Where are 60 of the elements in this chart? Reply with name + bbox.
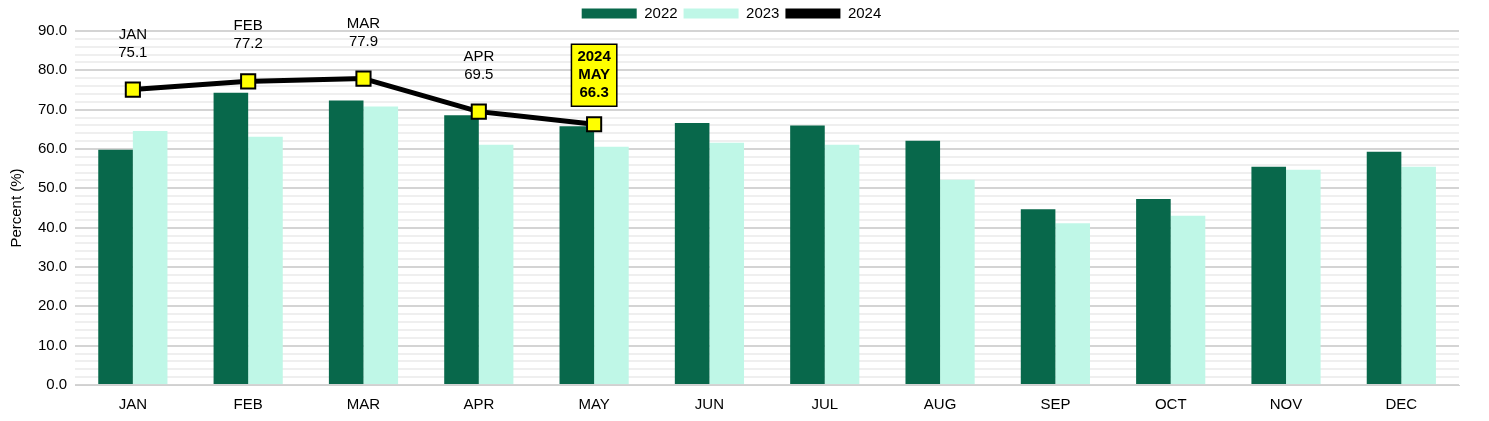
bar: [1020, 209, 1056, 384]
point: [355, 70, 372, 87]
bar: [905, 140, 941, 384]
bar: [1286, 169, 1321, 384]
bar: [478, 144, 514, 384]
bar: [98, 149, 133, 384]
bar: [363, 106, 399, 384]
x-tick-label: APR: [463, 395, 495, 413]
bar: [444, 115, 479, 384]
bar: [559, 126, 595, 384]
data-label: MAR 77.9: [346, 13, 381, 49]
point: [586, 116, 603, 133]
bar: [1055, 223, 1090, 384]
y-tick-label: 0.0: [46, 375, 68, 393]
point: [124, 81, 141, 98]
data-label: JAN 75.1: [118, 24, 148, 60]
x-tick-label: JUL: [811, 395, 839, 413]
point: [470, 103, 487, 120]
bar: [824, 144, 860, 384]
y-tick-label: 60.0: [37, 139, 68, 157]
y-tick-label: 80.0: [37, 60, 68, 78]
x-tick-label: MAR: [346, 395, 381, 413]
bar: [248, 136, 283, 384]
y-tick-label: 40.0: [37, 217, 68, 235]
x-tick-label: FEB: [233, 395, 263, 413]
x-tick-label: SEP: [1040, 395, 1071, 413]
legend-label: 2022: [644, 3, 678, 21]
point: [240, 73, 257, 90]
y-tick-label: 50.0: [37, 178, 68, 196]
bar: [940, 179, 975, 384]
y-tick-label: 30.0: [37, 257, 68, 275]
y-tick-label: 10.0: [37, 335, 68, 353]
bar: [1251, 166, 1287, 384]
bar: [328, 100, 364, 384]
bar: [213, 92, 249, 384]
bar: [790, 125, 825, 384]
x-tick-label: MAY: [578, 395, 610, 413]
legend-label: 2024: [847, 3, 882, 21]
y-tick-label: 70.0: [37, 99, 68, 117]
x-tick-label: JAN: [118, 395, 148, 413]
data-label: 2024 MAY 66.3: [577, 47, 612, 101]
legend-label: 2023: [746, 3, 780, 21]
bar: [1136, 198, 1171, 384]
bar: [1170, 215, 1206, 384]
y-tick-label: 20.0: [37, 296, 68, 314]
x-tick-label: JUN: [694, 395, 725, 413]
data-label: APR 69.5: [463, 46, 495, 82]
bar: [132, 130, 168, 384]
bar: [1366, 151, 1402, 384]
x-tick-label: AUG: [923, 395, 957, 413]
data-label: FEB 77.2: [233, 16, 263, 52]
bar: [1401, 166, 1436, 384]
x-tick-label: DEC: [1385, 395, 1418, 413]
bar: [594, 146, 629, 384]
y-axis-title: Percent (%): [7, 168, 25, 248]
x-tick-label: OCT: [1154, 395, 1187, 413]
bar: [709, 142, 745, 384]
y-tick-label: 90.0: [37, 21, 68, 39]
bar: [674, 123, 710, 384]
x-tick-label: NOV: [1269, 395, 1303, 413]
